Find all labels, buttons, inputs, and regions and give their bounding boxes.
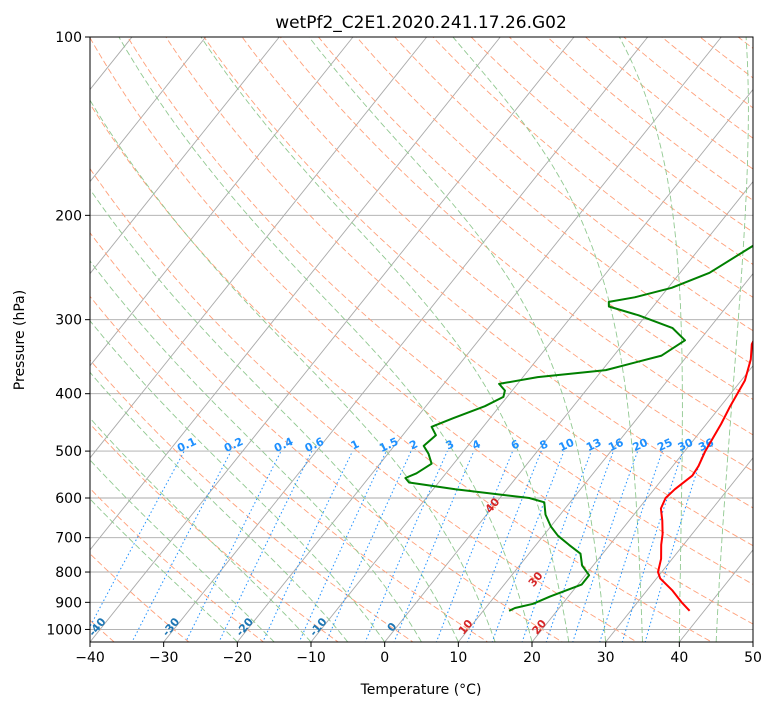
x-tick-label: 20 bbox=[523, 650, 541, 666]
y-tick-label: 900 bbox=[55, 595, 82, 611]
y-tick-label: 700 bbox=[55, 531, 82, 547]
y-tick-label: 500 bbox=[55, 444, 82, 460]
x-tick-label: 50 bbox=[744, 650, 762, 666]
y-tick-label: 100 bbox=[55, 30, 82, 46]
x-tick-label: −20 bbox=[223, 650, 253, 666]
x-tick-label: −40 bbox=[75, 650, 105, 666]
y-tick-label: 800 bbox=[55, 565, 82, 581]
chart-title: wetPf2_C2E1.2020.241.17.26.G02 bbox=[275, 13, 567, 33]
x-tick-label: −30 bbox=[149, 650, 179, 666]
x-tick-label: 30 bbox=[597, 650, 615, 666]
y-tick-label: 300 bbox=[55, 313, 82, 329]
y-tick-label: 200 bbox=[55, 208, 82, 224]
y-tick-label: 400 bbox=[55, 387, 82, 403]
x-axis-label: Temperature (°C) bbox=[360, 682, 482, 698]
x-tick-label: 10 bbox=[449, 650, 467, 666]
x-tick-label: −10 bbox=[296, 650, 326, 666]
y-axis-label: Pressure (hPa) bbox=[12, 290, 28, 390]
x-tick-label: 0 bbox=[380, 650, 389, 666]
y-tick-label: 1000 bbox=[46, 622, 82, 638]
x-tick-label: 40 bbox=[670, 650, 688, 666]
y-tick-label: 600 bbox=[55, 491, 82, 507]
